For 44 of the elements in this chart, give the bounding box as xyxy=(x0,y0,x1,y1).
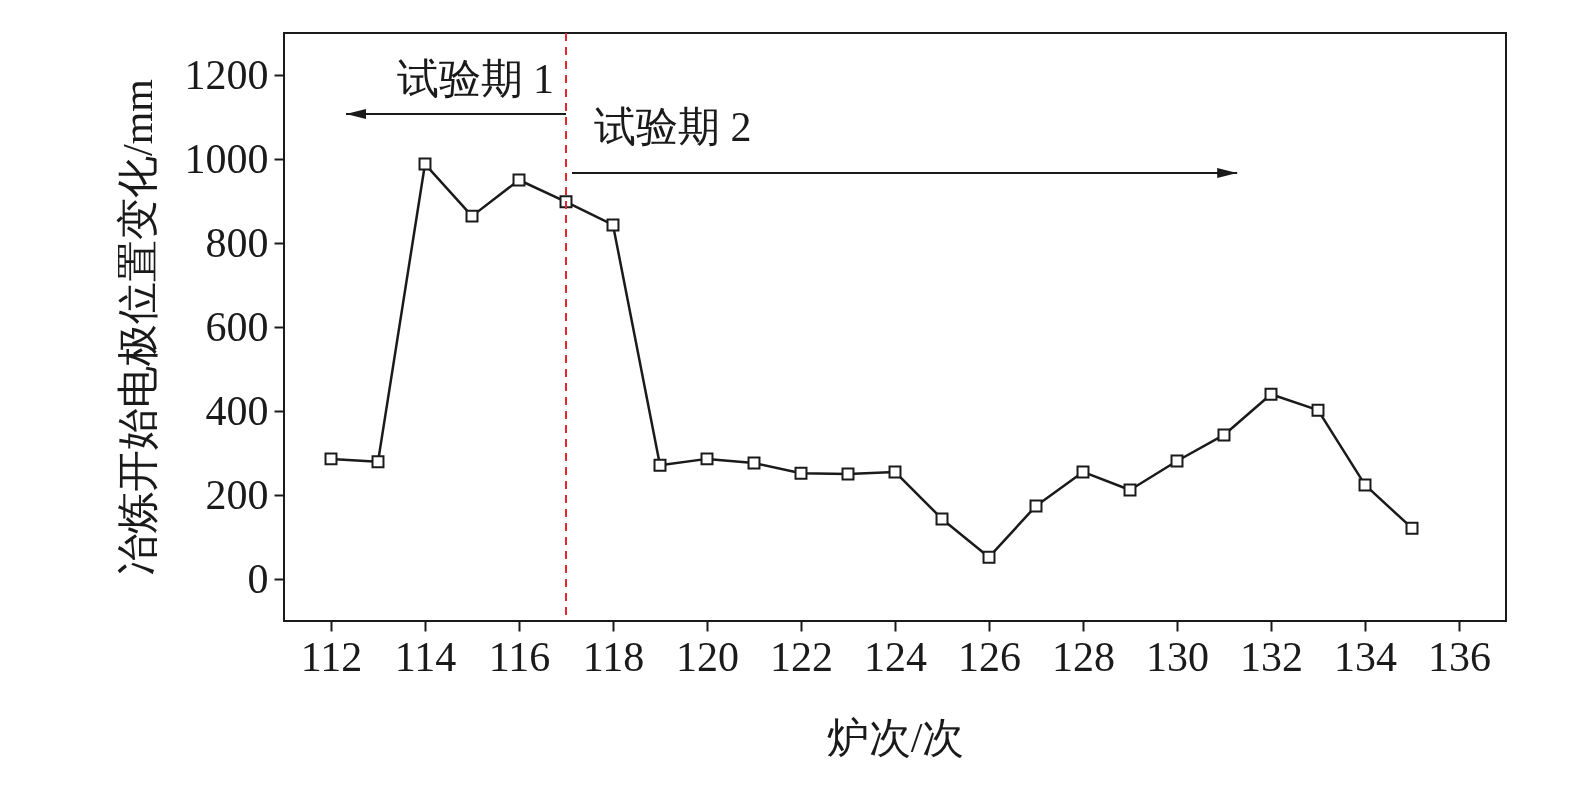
x-tick-label: 128 xyxy=(1052,633,1115,680)
point xyxy=(371,455,385,469)
point xyxy=(935,512,949,526)
point xyxy=(1264,387,1278,401)
y-tick-label: 1000 xyxy=(184,135,269,182)
x-tick-label: 120 xyxy=(676,633,739,680)
x-tick-label: 124 xyxy=(864,633,927,680)
point xyxy=(1217,428,1231,442)
annotation: 试验期 2 xyxy=(594,104,752,150)
x-tick-label: 126 xyxy=(958,633,1021,680)
point xyxy=(465,209,479,223)
x-tick-label: 122 xyxy=(770,633,833,680)
point xyxy=(1076,465,1090,479)
point xyxy=(747,456,761,470)
y-axis-title: 冶炼开始电极位置变化/mm xyxy=(114,78,161,577)
y-tick-label: 800 xyxy=(205,219,269,266)
point xyxy=(653,458,667,472)
point xyxy=(1358,478,1372,492)
x-axis-title: 炉次/次 xyxy=(826,714,965,761)
point xyxy=(1029,499,1043,513)
x-tick-label: 134 xyxy=(1334,633,1397,680)
y-tick-label: 400 xyxy=(205,387,269,434)
point xyxy=(888,465,902,479)
annotation: 试验期 1 xyxy=(396,56,554,102)
point xyxy=(606,218,620,232)
point xyxy=(982,550,996,564)
x-tick-label: 116 xyxy=(488,633,551,680)
y-tick-label: 0 xyxy=(247,555,269,602)
point xyxy=(1123,483,1137,497)
point xyxy=(700,452,714,466)
point xyxy=(794,466,808,480)
point xyxy=(324,452,338,466)
point xyxy=(1405,521,1419,535)
x-tick-label: 118 xyxy=(582,633,645,680)
x-tick-label: 112 xyxy=(300,633,363,680)
x-tick-label: 136 xyxy=(1428,633,1491,680)
y-tick-label: 1200 xyxy=(184,51,269,98)
x-tick-label: 130 xyxy=(1146,633,1209,680)
x-tick-label: 132 xyxy=(1240,633,1303,680)
point xyxy=(418,157,432,171)
y-tick-label: 200 xyxy=(205,471,269,518)
x-tick-label: 114 xyxy=(394,633,457,680)
point xyxy=(1311,403,1325,417)
y-tick-label: 600 xyxy=(205,303,269,350)
